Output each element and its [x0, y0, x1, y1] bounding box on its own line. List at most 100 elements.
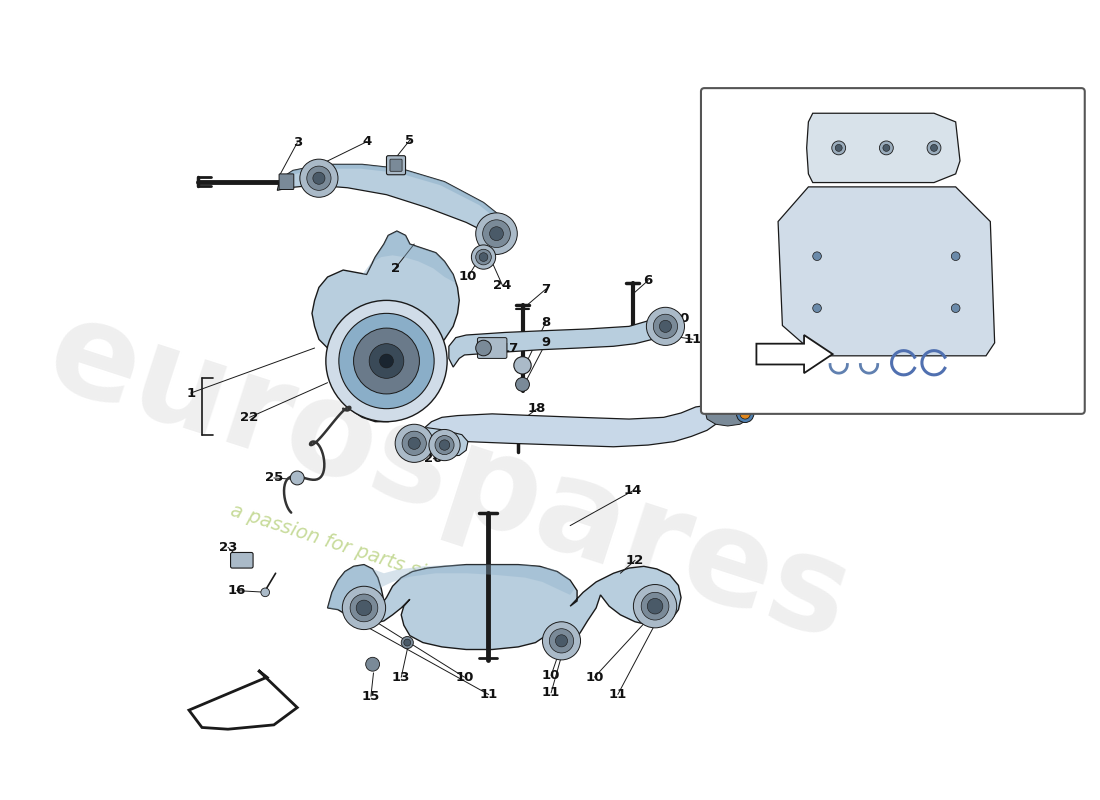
Polygon shape [312, 231, 460, 422]
Text: 15: 15 [362, 690, 380, 702]
Polygon shape [778, 187, 994, 356]
Polygon shape [410, 428, 468, 456]
Circle shape [434, 435, 454, 454]
Circle shape [475, 250, 492, 265]
Polygon shape [704, 403, 750, 426]
Text: 18: 18 [528, 402, 547, 415]
Circle shape [931, 145, 937, 151]
Text: 19: 19 [938, 246, 956, 258]
Circle shape [307, 166, 331, 190]
Text: 10: 10 [459, 270, 477, 283]
Circle shape [883, 145, 890, 151]
Polygon shape [328, 565, 681, 650]
Circle shape [549, 629, 573, 653]
Circle shape [835, 145, 843, 151]
Circle shape [403, 431, 427, 455]
Text: 16: 16 [228, 584, 245, 597]
Text: 10: 10 [455, 670, 474, 684]
FancyBboxPatch shape [231, 553, 253, 568]
Polygon shape [278, 164, 505, 222]
Text: 21: 21 [792, 328, 811, 341]
FancyBboxPatch shape [701, 88, 1085, 414]
Text: 10: 10 [542, 669, 560, 682]
Polygon shape [277, 164, 509, 242]
Circle shape [879, 141, 893, 155]
Circle shape [813, 252, 822, 261]
Text: 8: 8 [541, 315, 550, 329]
Text: 17: 17 [500, 342, 518, 354]
Circle shape [647, 598, 663, 614]
Circle shape [490, 226, 504, 241]
Circle shape [659, 320, 671, 333]
Text: 5: 5 [405, 134, 415, 146]
Text: 11: 11 [608, 688, 627, 701]
Text: a passion for parts since 1985: a passion for parts since 1985 [228, 502, 514, 610]
Polygon shape [449, 318, 672, 367]
Text: 7: 7 [541, 282, 550, 296]
Circle shape [813, 304, 822, 313]
Text: 10: 10 [672, 312, 690, 325]
Circle shape [339, 314, 434, 409]
Circle shape [927, 141, 940, 155]
Circle shape [312, 172, 324, 184]
Text: 3: 3 [293, 136, 301, 150]
Circle shape [408, 438, 420, 450]
Circle shape [353, 328, 419, 394]
Polygon shape [328, 565, 574, 610]
Circle shape [653, 314, 678, 338]
Circle shape [365, 658, 380, 671]
FancyBboxPatch shape [390, 159, 403, 171]
Circle shape [952, 304, 960, 313]
Circle shape [439, 440, 450, 450]
Circle shape [647, 307, 684, 346]
FancyBboxPatch shape [477, 338, 507, 358]
Circle shape [556, 634, 568, 647]
Circle shape [514, 357, 531, 374]
Text: 1: 1 [186, 386, 196, 399]
Circle shape [402, 637, 414, 649]
Polygon shape [757, 335, 833, 373]
FancyBboxPatch shape [386, 156, 406, 174]
Text: 26: 26 [425, 453, 442, 466]
Circle shape [350, 594, 377, 622]
Circle shape [379, 354, 394, 368]
Circle shape [516, 378, 529, 391]
Text: 2: 2 [390, 262, 399, 275]
Circle shape [952, 252, 960, 261]
FancyBboxPatch shape [279, 174, 294, 190]
Text: 24: 24 [494, 279, 512, 292]
Polygon shape [421, 405, 717, 450]
Circle shape [300, 159, 338, 198]
Circle shape [395, 424, 433, 462]
Text: 4: 4 [362, 135, 371, 148]
Circle shape [475, 340, 492, 356]
Text: 14: 14 [624, 485, 641, 498]
Circle shape [356, 600, 372, 616]
Text: 9: 9 [541, 336, 550, 350]
Text: 27: 27 [912, 380, 931, 393]
Circle shape [475, 213, 517, 254]
Circle shape [542, 622, 581, 660]
Text: 10: 10 [585, 670, 604, 684]
Text: 11: 11 [684, 333, 702, 346]
Text: 11: 11 [480, 688, 498, 701]
Polygon shape [189, 670, 297, 730]
Circle shape [404, 639, 410, 646]
Text: 13: 13 [392, 670, 410, 684]
Circle shape [370, 344, 404, 378]
Circle shape [480, 253, 487, 262]
Circle shape [472, 245, 496, 269]
Circle shape [634, 585, 676, 628]
Text: 20: 20 [1042, 180, 1060, 194]
Circle shape [483, 220, 510, 247]
Text: 6: 6 [644, 274, 652, 287]
Circle shape [326, 300, 447, 422]
Text: eurospares: eurospares [32, 289, 866, 667]
Circle shape [832, 141, 846, 155]
Circle shape [261, 588, 270, 597]
Text: 25: 25 [265, 471, 283, 485]
Circle shape [342, 586, 386, 630]
Text: 11: 11 [542, 686, 560, 699]
Circle shape [290, 471, 305, 485]
Circle shape [641, 592, 669, 620]
